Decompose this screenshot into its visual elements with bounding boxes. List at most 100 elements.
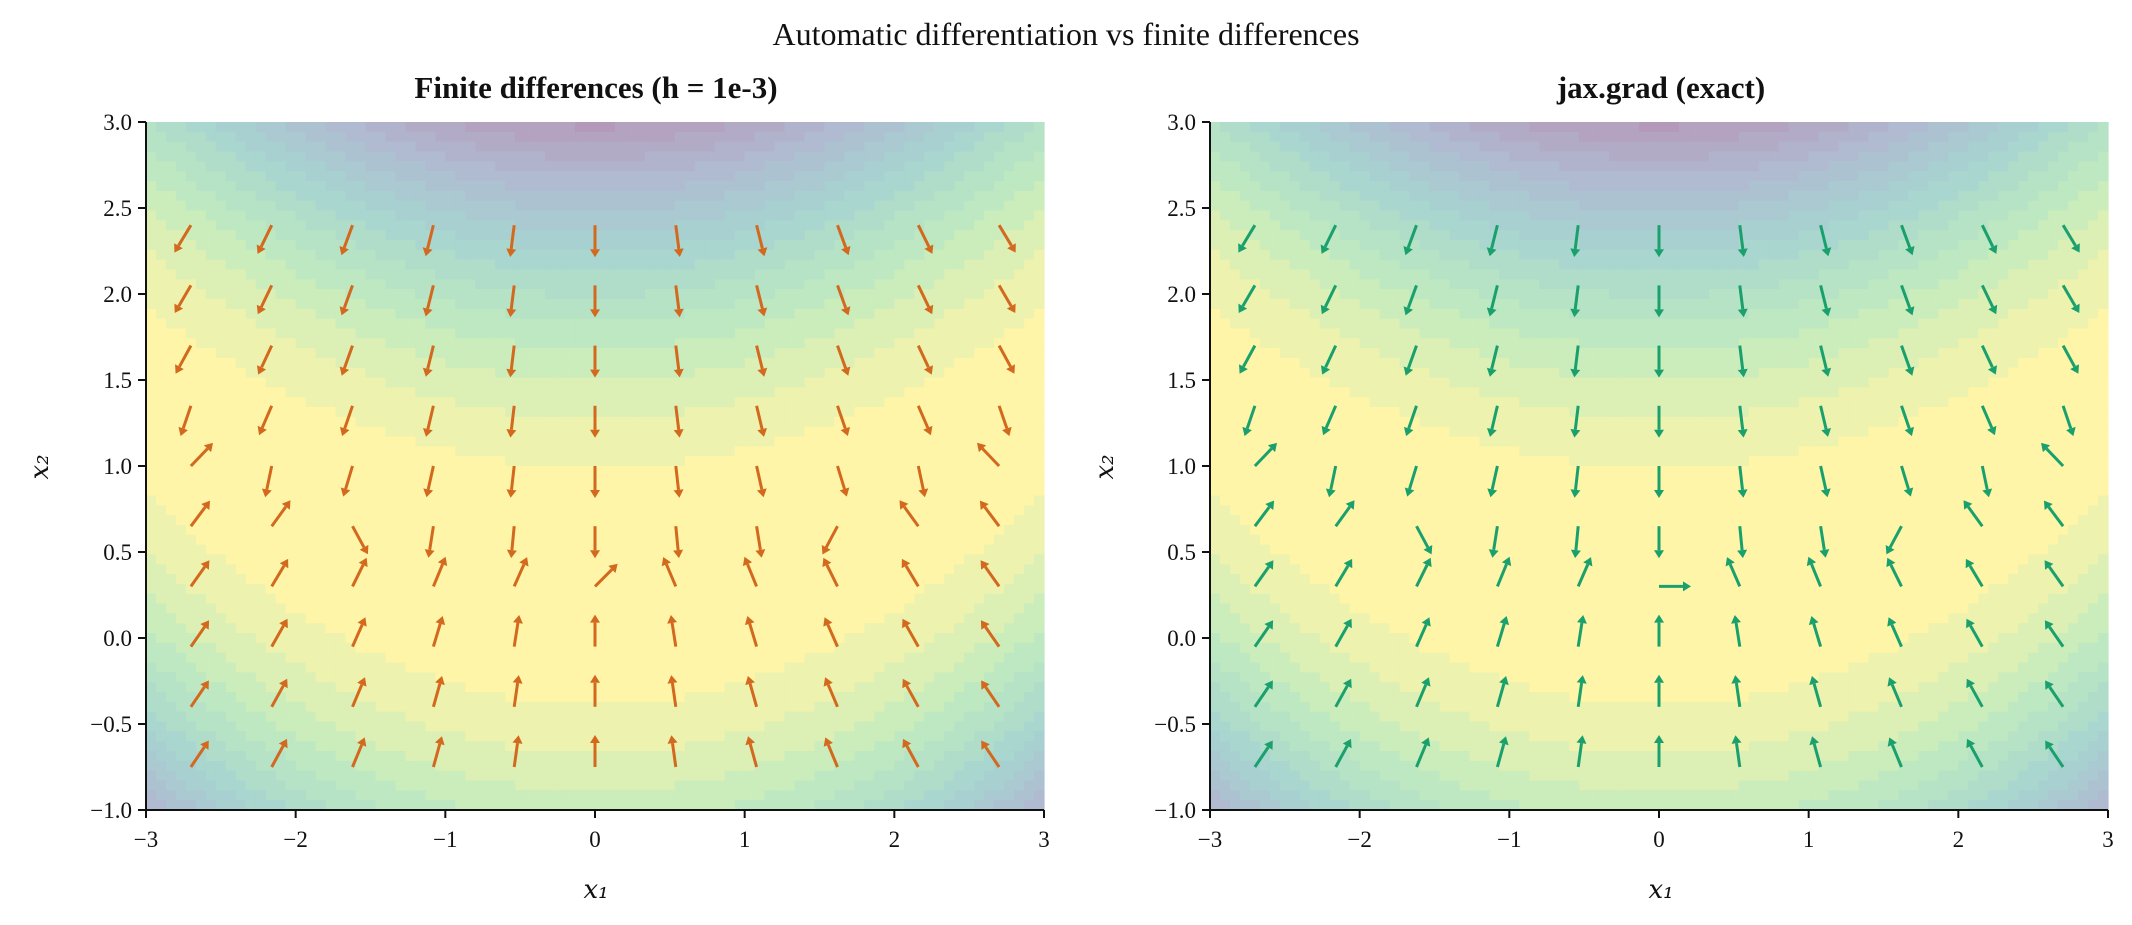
contour-cell [535, 623, 546, 633]
contour-cell [306, 378, 317, 388]
contour-cell [495, 250, 506, 260]
contour-cell [246, 387, 257, 397]
contour-cell [176, 623, 187, 633]
contour-cell [336, 269, 347, 279]
contour-cell [326, 653, 337, 663]
contour-cell [196, 250, 207, 260]
contour-cell [336, 476, 347, 486]
contour-cell [685, 358, 696, 368]
contour-cell [246, 348, 257, 358]
contour-cell [795, 584, 806, 594]
contour-cell [505, 378, 516, 388]
contour-cell [745, 456, 756, 466]
contour-cell [415, 574, 426, 584]
contour-cell [824, 171, 835, 181]
contour-cell [735, 368, 746, 378]
contour-cell [395, 545, 406, 555]
contour-cell [256, 161, 267, 171]
contour-cell [785, 790, 796, 800]
contour-cell [495, 201, 506, 211]
contour-cell [455, 515, 466, 525]
contour-cell [296, 535, 307, 545]
contour-cell [326, 771, 337, 781]
contour-cell [375, 466, 386, 476]
contour-cell [625, 594, 636, 604]
contour-cell [475, 132, 486, 142]
contour-cell [485, 554, 496, 564]
contour-cell [755, 623, 766, 633]
contour-cell [625, 731, 636, 741]
contour-cell [725, 230, 736, 240]
contour-cell [575, 132, 586, 142]
contour-cell [166, 476, 177, 486]
contour-cell [236, 319, 247, 329]
contour-cell [775, 319, 786, 329]
contour-cell [525, 495, 536, 505]
contour-cell [495, 446, 506, 456]
contour-cell [545, 142, 556, 152]
contour-cell [795, 574, 806, 584]
contour-cell [805, 594, 816, 604]
contour-cell [336, 515, 347, 525]
contour-cell [665, 378, 676, 388]
contour-cell [246, 151, 257, 161]
contour-cell [366, 672, 377, 682]
contour-cell [445, 407, 456, 417]
contour-cell [206, 663, 217, 673]
contour-cell [236, 574, 247, 584]
contour-cell [525, 181, 536, 191]
contour-cell [805, 181, 816, 191]
contour-cell [196, 604, 207, 614]
contour-cell [785, 378, 796, 388]
contour-cell [525, 260, 536, 270]
contour-cell [535, 220, 546, 230]
contour-cell [206, 594, 217, 604]
contour-cell [326, 781, 337, 791]
contour-cell [555, 151, 566, 161]
contour-cell [495, 122, 506, 132]
contour-cell [356, 220, 367, 230]
contour-cell [306, 338, 317, 348]
contour-cell [844, 230, 855, 240]
contour-cell [346, 161, 357, 171]
contour-cell [146, 446, 157, 456]
contour-cell [256, 171, 267, 181]
contour-cell [366, 535, 377, 545]
contour-cell [415, 151, 426, 161]
contour-cell [206, 122, 217, 132]
contour-cell [356, 663, 367, 673]
contour-cell [475, 230, 486, 240]
contour-cell [615, 161, 626, 171]
contour-cell [535, 299, 546, 309]
contour-cell [505, 201, 516, 211]
contour-cell [705, 574, 716, 584]
contour-cell [555, 781, 566, 791]
contour-cell [196, 594, 207, 604]
contour-cell [775, 741, 786, 751]
contour-cell [595, 790, 606, 800]
contour-cell [575, 191, 586, 201]
contour-cell [356, 210, 367, 220]
contour-cell [415, 535, 426, 545]
contour-cell [725, 358, 736, 368]
contour-cell [306, 397, 317, 407]
contour-cell [535, 122, 546, 132]
contour-cell [695, 613, 706, 623]
contour-cell [535, 525, 546, 535]
contour-cell [715, 230, 726, 240]
contour-cell [705, 368, 716, 378]
contour-cell [545, 319, 556, 329]
contour-cell [765, 407, 776, 417]
contour-cell [465, 525, 476, 535]
contour-cell [176, 790, 187, 800]
contour-cell [445, 663, 456, 673]
contour-cell [535, 722, 546, 732]
contour-cell [216, 771, 227, 781]
contour-cell [236, 269, 247, 279]
contour-cell [675, 122, 686, 132]
contour-cell [495, 260, 506, 270]
contour-cell [805, 751, 816, 761]
contour-cell [685, 368, 696, 378]
contour-cell [375, 368, 386, 378]
contour-cell [735, 338, 746, 348]
